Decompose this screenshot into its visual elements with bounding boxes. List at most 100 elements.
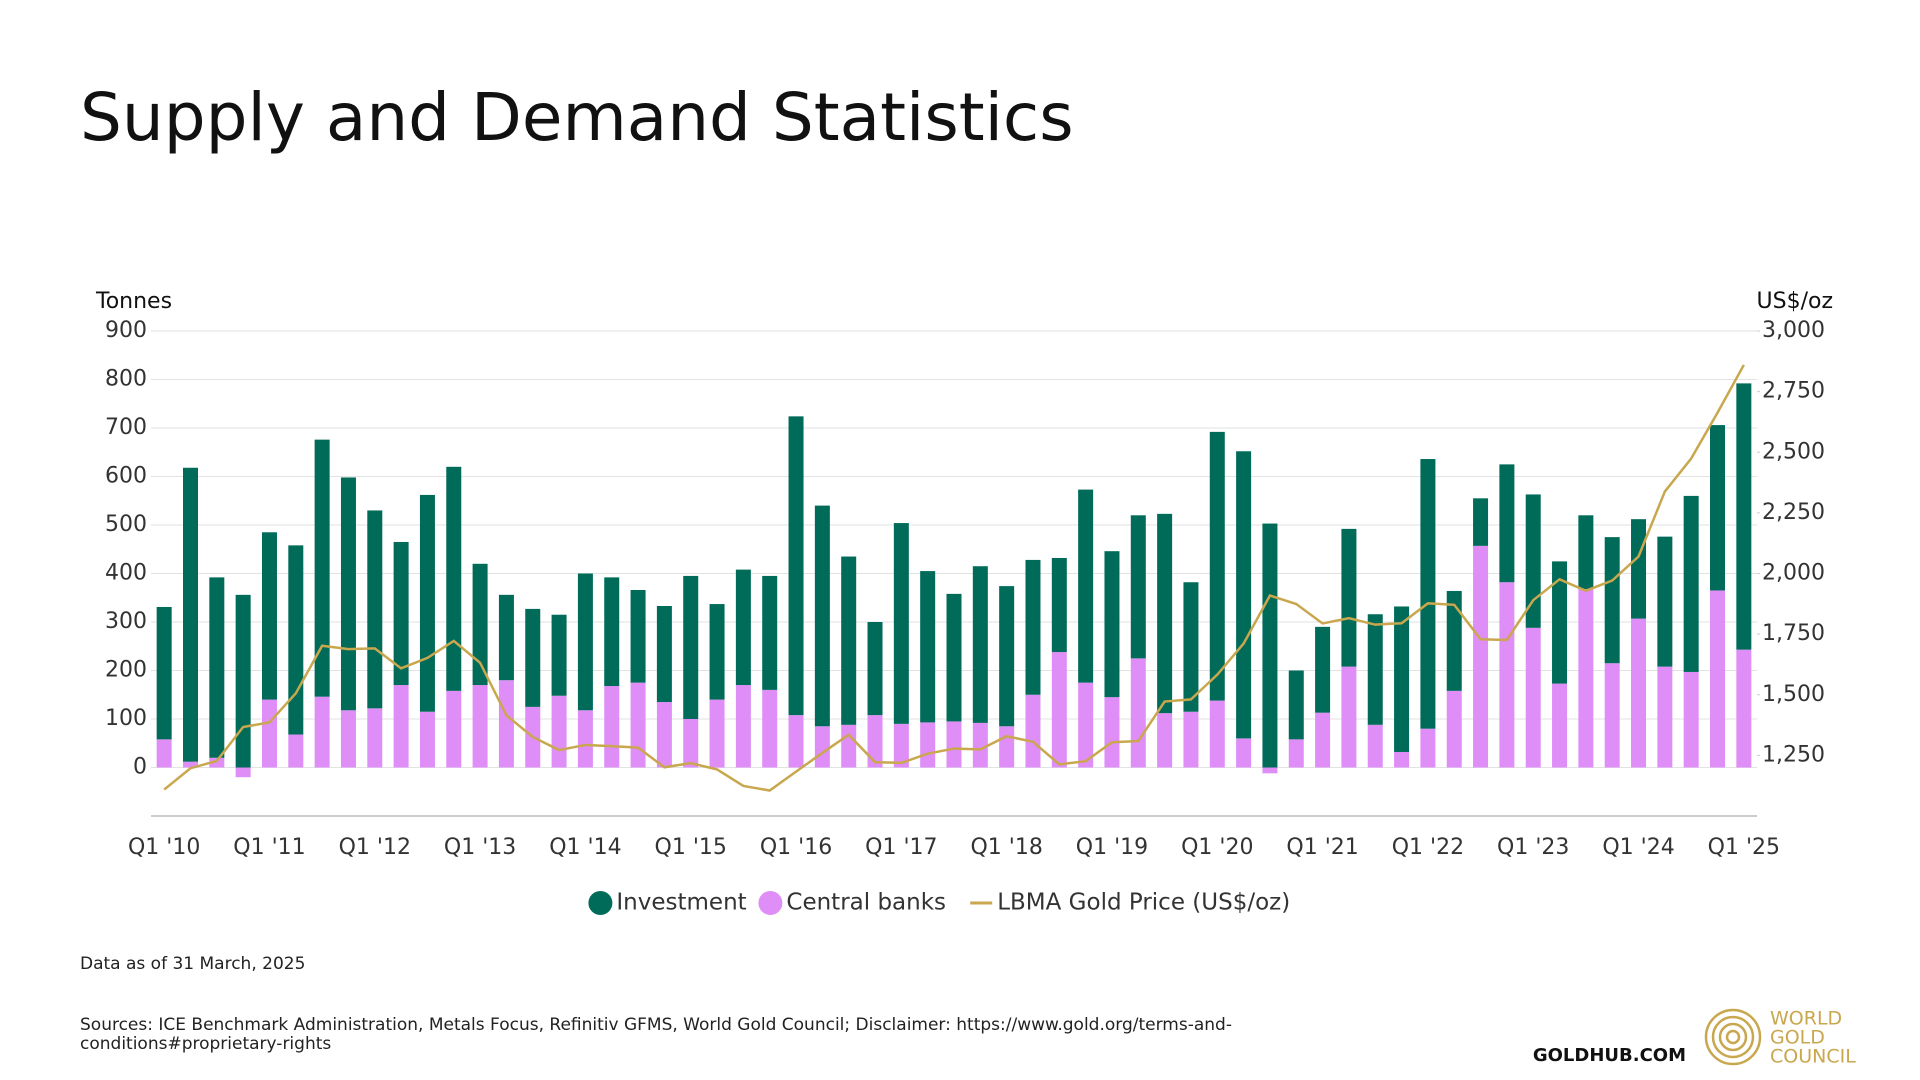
y2-tick-label: 1,250 xyxy=(1762,742,1825,767)
legend-swatch xyxy=(758,891,783,915)
bar xyxy=(1473,498,1489,546)
bar xyxy=(1341,528,1357,667)
bar xyxy=(709,699,725,768)
bar xyxy=(1604,663,1620,768)
bar xyxy=(814,726,830,768)
x-tick-label: Q1 '14 xyxy=(549,835,621,860)
bar xyxy=(1683,495,1699,672)
bar xyxy=(498,680,514,768)
bar xyxy=(393,541,409,686)
bar xyxy=(630,682,646,768)
bar xyxy=(1315,626,1331,713)
bar xyxy=(1025,694,1041,768)
logo-text: WORLD xyxy=(1770,1008,1842,1030)
logo-mark xyxy=(1704,1008,1762,1066)
x-tick-label: Q1 '13 xyxy=(444,835,516,860)
bar xyxy=(841,724,857,768)
bar xyxy=(498,594,514,681)
y-tick-label: 700 xyxy=(105,415,147,440)
bar xyxy=(1130,515,1146,659)
bar xyxy=(1394,751,1410,768)
bar xyxy=(1183,582,1199,712)
y-tick-label: 400 xyxy=(105,561,147,586)
x-tick-label: Q1 '23 xyxy=(1497,835,1569,860)
y-tick-label: 900 xyxy=(105,318,147,343)
source-box: Sources: ICE Benchmark Administration, M… xyxy=(80,1016,1232,1054)
bar xyxy=(1288,739,1304,768)
bar xyxy=(972,722,988,768)
bar xyxy=(1236,738,1252,768)
bar xyxy=(340,710,356,768)
bar xyxy=(1262,767,1278,774)
bar xyxy=(867,715,883,768)
site: GOLDHUB.COM xyxy=(1533,1045,1686,1066)
y-tick-label: 500 xyxy=(105,512,147,537)
bar xyxy=(446,466,462,691)
bar xyxy=(1130,658,1146,768)
bar xyxy=(788,416,804,716)
bar xyxy=(577,710,593,768)
bar xyxy=(235,594,251,768)
bar xyxy=(893,723,909,768)
bar xyxy=(999,586,1015,727)
bar xyxy=(867,622,883,716)
bar xyxy=(735,569,751,686)
bar xyxy=(1209,431,1225,701)
bar xyxy=(735,685,751,768)
bar xyxy=(1420,459,1436,729)
y2-tick-label: 2,500 xyxy=(1762,439,1825,464)
bar xyxy=(656,702,672,768)
bar xyxy=(1631,618,1647,768)
bar xyxy=(1288,670,1304,740)
bar xyxy=(1420,728,1436,768)
logo-text: GOLD xyxy=(1770,1027,1825,1049)
bar xyxy=(1209,700,1225,768)
bar xyxy=(1051,652,1067,768)
bar xyxy=(841,556,857,725)
bar xyxy=(1631,519,1647,619)
bar xyxy=(762,575,778,690)
y2-axis-title: US$/oz xyxy=(1757,289,1833,314)
bar xyxy=(446,690,462,768)
bar xyxy=(1578,589,1594,768)
legend-label: LBMA Gold Price (US$/oz) xyxy=(997,890,1290,916)
bar xyxy=(920,722,936,768)
bar xyxy=(577,573,593,711)
bar xyxy=(1104,697,1120,768)
bar xyxy=(209,757,225,768)
y-tick-label: 300 xyxy=(105,609,147,634)
bar xyxy=(1736,383,1752,650)
x-tick-label: Q1 '10 xyxy=(128,835,200,860)
chart-title: Supply and Demand Statistics xyxy=(80,79,1074,156)
bar xyxy=(182,467,198,762)
bar xyxy=(209,577,225,758)
bar xyxy=(656,605,672,703)
bar xyxy=(1525,627,1541,768)
bar xyxy=(683,575,699,719)
bar xyxy=(1710,425,1726,591)
bar xyxy=(1525,494,1541,628)
bar xyxy=(604,686,620,768)
bar xyxy=(551,695,567,768)
bar xyxy=(367,510,383,709)
bar xyxy=(367,708,383,768)
bar xyxy=(314,696,330,768)
bar xyxy=(182,761,198,768)
bar xyxy=(1710,590,1726,768)
x-tick-label: Q1 '19 xyxy=(1076,835,1148,860)
bar xyxy=(1552,683,1568,768)
bar xyxy=(1183,711,1199,768)
x-tick-label: Q1 '25 xyxy=(1708,835,1780,860)
bar xyxy=(1499,464,1515,583)
bar xyxy=(1341,666,1357,768)
y2-tick-label: 2,000 xyxy=(1762,561,1825,586)
bar xyxy=(340,477,356,711)
bar xyxy=(235,767,251,778)
bar xyxy=(1552,561,1568,684)
x-tick-label: Q1 '11 xyxy=(233,835,305,860)
bar xyxy=(1446,590,1462,691)
y-tick-label: 200 xyxy=(105,658,147,683)
bar xyxy=(683,719,699,768)
bar xyxy=(1078,682,1094,768)
bar xyxy=(393,685,409,768)
